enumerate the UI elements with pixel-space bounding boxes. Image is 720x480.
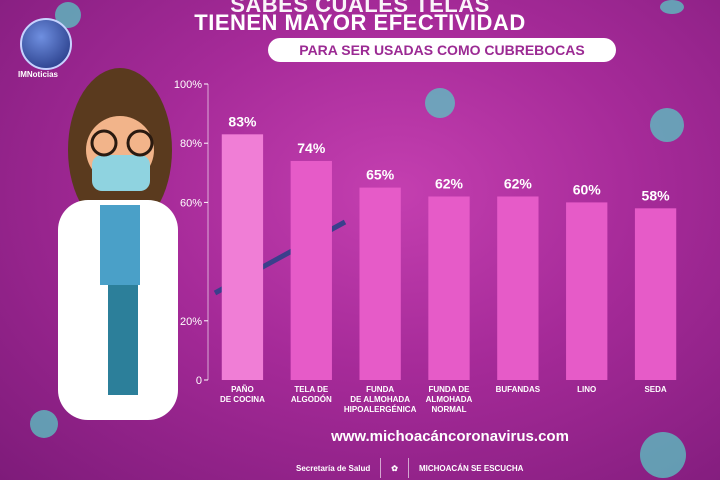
category-label: ALMOHADA xyxy=(426,395,473,404)
value-label: 62% xyxy=(504,175,533,191)
bar xyxy=(290,160,332,380)
website-link[interactable]: www.michoacáncoronavirus.com xyxy=(331,428,569,445)
y-tick-label: 0 xyxy=(196,375,202,387)
footer-divider xyxy=(407,458,409,478)
bar xyxy=(428,196,470,380)
subtitle-badge: PARA SER USADAS COMO CUBREBOCAS xyxy=(268,38,616,62)
y-tick-label: 100% xyxy=(174,79,202,91)
bar xyxy=(359,187,401,380)
bar xyxy=(497,196,539,380)
value-label: 65% xyxy=(366,167,395,183)
category-label: SEDA xyxy=(644,385,666,394)
value-label: 62% xyxy=(435,175,464,191)
michoacan-escucha-logo: MICHOACÁN SE ESCUCHA xyxy=(418,463,524,473)
virus-decoration xyxy=(425,88,455,118)
footer-divider xyxy=(380,458,382,478)
bar xyxy=(221,134,264,380)
bar xyxy=(566,202,608,380)
bar xyxy=(634,208,677,380)
value-label: 58% xyxy=(642,187,671,203)
category-label: DE ALMOHADA xyxy=(350,395,410,404)
category-label: LINO xyxy=(577,385,596,394)
virus-decoration xyxy=(660,0,684,14)
footer-logos: Secretaría de Salud ✿ MICHOACÁN SE ESCUC… xyxy=(296,456,616,480)
value-label: 60% xyxy=(573,181,602,197)
category-label: NORMAL xyxy=(431,405,466,414)
category-label: TELA DE xyxy=(294,385,329,394)
value-label: 83% xyxy=(228,113,257,129)
virus-decoration xyxy=(640,432,686,478)
virus-decoration xyxy=(30,410,58,438)
logo-label: IMNoticias xyxy=(18,70,59,79)
category-label: HIPOALERGÉNICA xyxy=(344,405,417,414)
michoacan-shield-icon: ✿ xyxy=(391,463,398,473)
value-label: 74% xyxy=(297,140,326,156)
title-line-1: SABES CUÁLES TELAS xyxy=(230,0,490,17)
category-label: DE COCINA xyxy=(220,395,265,404)
y-tick-label: 20% xyxy=(180,316,202,328)
y-tick-label: 80% xyxy=(180,138,202,150)
secretaria-salud-logo: Secretaría de Salud xyxy=(296,463,371,473)
virus-decoration xyxy=(650,108,684,142)
category-label: ALGODÓN xyxy=(291,395,332,404)
bars xyxy=(221,134,677,380)
value-labels: 83% 74% 65% 62% 62% 60% 58% xyxy=(228,113,670,203)
category-label: FUNDA xyxy=(366,385,394,394)
imnoticias-logo-icon xyxy=(20,18,72,70)
y-tick-label: 60% xyxy=(180,197,202,209)
category-label: PAÑO xyxy=(231,385,254,394)
title-line-2: TIENEN MAYOR EFECTIVIDAD xyxy=(194,10,526,35)
category-label: FUNDA DE xyxy=(428,385,470,394)
category-label: BUFANDAS xyxy=(496,385,541,394)
y-axis: 0 20% 60% 80% 100% xyxy=(174,79,209,387)
